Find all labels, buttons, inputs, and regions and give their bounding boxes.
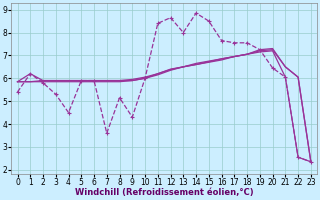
X-axis label: Windchill (Refroidissement éolien,°C): Windchill (Refroidissement éolien,°C) xyxy=(75,188,253,197)
